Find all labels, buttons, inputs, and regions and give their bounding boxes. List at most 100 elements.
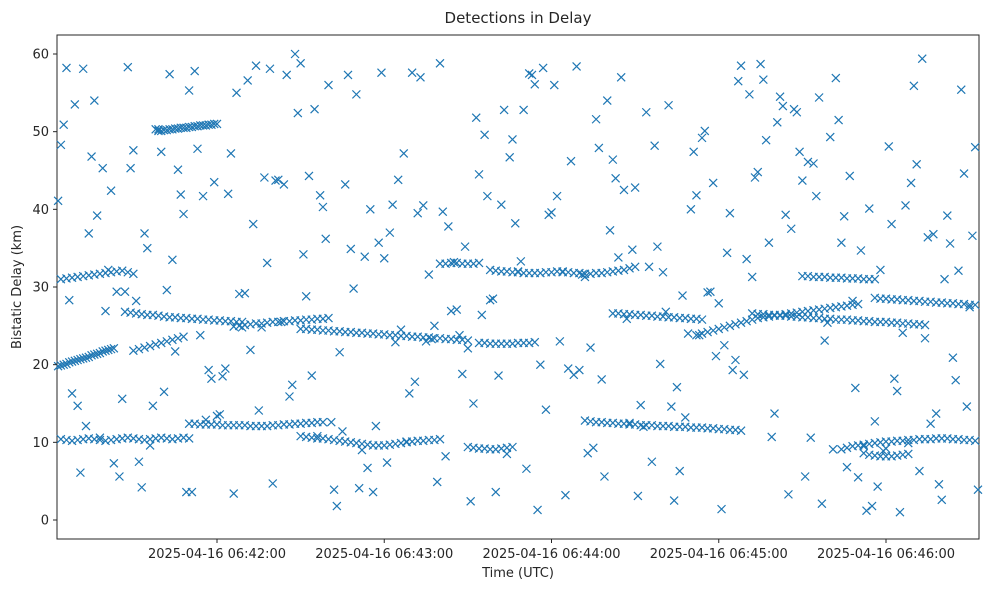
detection-marker: [312, 431, 322, 441]
detection-marker: [379, 253, 389, 263]
detection-marker: [446, 306, 456, 316]
detection-marker: [207, 374, 216, 384]
detection-marker: [452, 305, 462, 314]
detection-marker: [109, 458, 119, 468]
detection-marker: [731, 355, 740, 365]
axes-frame: [56, 34, 980, 540]
detection-marker: [876, 265, 885, 275]
detection-marker: [243, 75, 253, 85]
detection-marker: [324, 80, 333, 90]
detection-marker: [273, 175, 283, 185]
detection-marker: [973, 485, 983, 495]
detection-marker: [970, 300, 980, 310]
detection-marker: [703, 327, 713, 337]
detection-marker: [736, 318, 746, 328]
detection-marker: [711, 351, 721, 361]
detection-marker: [81, 421, 91, 431]
detection-marker: [708, 178, 718, 188]
detection-marker: [103, 265, 113, 275]
detection-marker: [251, 61, 261, 71]
detection-marker: [692, 330, 701, 340]
detection-marker: [131, 296, 141, 306]
detection-marker: [466, 496, 476, 506]
detection-marker: [418, 201, 428, 210]
detection-marker: [234, 289, 244, 299]
detection-marker: [209, 119, 219, 129]
y-tick-label: 10: [32, 436, 49, 451]
x-tick-label: 2025-04-16 06:46:00: [817, 547, 955, 562]
detection-marker: [134, 457, 144, 467]
detection-marker: [661, 307, 671, 317]
detection-marker: [399, 148, 409, 158]
detection-marker: [67, 357, 77, 366]
detection-marker: [772, 117, 782, 127]
detection-marker: [340, 180, 350, 189]
detection-marker: [106, 186, 116, 196]
detection-marker: [59, 120, 69, 130]
detection-marker: [767, 432, 777, 442]
detection-marker: [212, 411, 222, 421]
detection-marker: [363, 463, 372, 473]
detection-marker: [70, 356, 80, 366]
detection-marker: [421, 336, 431, 346]
detection-marker: [714, 324, 724, 334]
detection-marker: [530, 337, 540, 347]
detection-marker: [675, 466, 685, 476]
detection-marker: [365, 204, 375, 214]
detection-marker: [611, 173, 621, 183]
detection-marker: [814, 93, 824, 102]
detection-marker: [173, 333, 183, 343]
detection-marker: [499, 105, 509, 115]
detection-marker: [427, 334, 437, 344]
detection-marker: [527, 70, 537, 80]
detection-marker: [285, 392, 294, 401]
detection-marker: [552, 191, 562, 201]
detection-marker: [98, 347, 108, 356]
detection-marker: [945, 239, 955, 248]
detection-marker: [220, 364, 230, 373]
detection-marker: [625, 418, 634, 428]
detection-marker: [67, 388, 77, 398]
detection-marker: [934, 479, 944, 489]
detection-marker: [265, 64, 275, 74]
detection-marker: [89, 96, 99, 106]
detection-marker: [873, 482, 883, 492]
detection-marker: [650, 141, 660, 151]
detection-marker: [271, 176, 280, 186]
detection-marker: [416, 72, 425, 82]
detection-marker: [923, 232, 933, 242]
detection-marker: [404, 388, 414, 398]
detection-marker: [739, 370, 749, 380]
detection-marker: [262, 258, 272, 268]
detection-marker: [304, 171, 314, 181]
detection-marker: [151, 340, 161, 349]
detection-marker: [836, 238, 846, 248]
detection-marker: [117, 394, 127, 404]
detection-marker: [519, 105, 529, 115]
detection-marker: [103, 345, 113, 355]
detection-marker: [81, 353, 91, 363]
detection-marker: [692, 190, 701, 200]
detection-marker: [193, 144, 202, 154]
detection-marker: [463, 336, 473, 346]
detection-marker: [516, 256, 526, 266]
detection-marker: [78, 354, 88, 363]
detection-marker: [753, 167, 763, 177]
detection-marker: [920, 320, 930, 330]
detection-marker: [56, 140, 66, 150]
detection-marker: [179, 209, 188, 219]
detection-marker: [786, 224, 796, 234]
detection-marker: [385, 228, 395, 238]
detection-marker: [970, 436, 980, 446]
detection-marker: [318, 202, 328, 212]
detection-marker: [764, 238, 774, 248]
detection-marker: [817, 499, 827, 509]
detection-marker: [555, 336, 565, 346]
detection-marker: [407, 68, 417, 78]
detection-marker: [390, 337, 400, 347]
detection-marker: [633, 491, 643, 501]
detection-marker: [758, 75, 768, 85]
detection-marker: [845, 171, 855, 181]
detection-marker: [781, 210, 791, 220]
detection-marker: [600, 472, 609, 481]
